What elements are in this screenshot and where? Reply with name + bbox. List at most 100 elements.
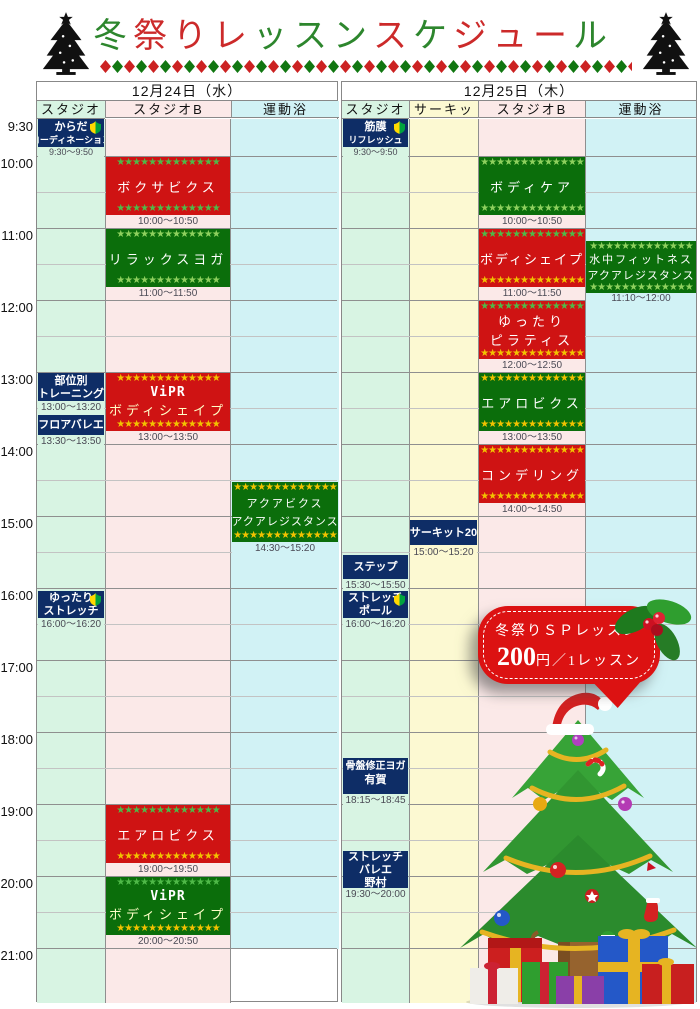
- lesson-time: 13:30～13:50: [38, 436, 104, 447]
- stars-bottom: ★★★★★★★★★★★★★: [116, 276, 221, 286]
- beginner-mark-icon: [90, 593, 101, 606]
- lesson-block-relax-yoga: ★★★★★★★★★★★★★ リラックスヨガ ★★★★★★★★★★★★★: [106, 229, 230, 287]
- christmas-tree-icon: [37, 12, 95, 76]
- lesson-block-circuit20: サーキット20: [410, 520, 477, 545]
- lesson-block-stretch-ballet: ストレッチ バレエ 野村: [343, 851, 408, 888]
- lesson-instructor: 有賀: [364, 774, 387, 786]
- column-header-bath: 運動浴: [231, 101, 339, 118]
- lesson-time: 13:00～13:20: [38, 402, 104, 413]
- stars-bottom: ★★★★★★★★★★★★★: [116, 852, 221, 862]
- lesson-subtitle: リフレッシュ: [348, 134, 403, 145]
- time-label: 9:30: [7, 119, 33, 134]
- lesson-block-floor-ballet: フロアバレエ: [38, 415, 104, 435]
- day-header: 12月25日（木）: [342, 82, 696, 101]
- lesson-time: 16:00～16:20: [38, 619, 104, 630]
- time-label: 15:00: [0, 516, 33, 531]
- page-title: 冬祭りレッスンスケジュール: [93, 18, 607, 55]
- lesson-time: 9:30～9:50: [38, 147, 104, 158]
- stars-top: ★★★★★★★★★★★★★: [116, 806, 221, 816]
- lesson-time: 15:00～15:20: [410, 547, 477, 558]
- lesson-subtitle: ポール: [359, 605, 392, 617]
- lesson-title: ゆったり: [497, 314, 566, 329]
- time-label: 13:00: [0, 372, 33, 387]
- price-unit: 円／1レッスン: [536, 654, 641, 669]
- lesson-title: コンデリング: [480, 467, 583, 483]
- lesson-block-aerobics-green: ★★★★★★★★★★★★★ エアロビクス ★★★★★★★★★★★★★: [479, 373, 585, 431]
- lesson-time: 13:00～13:50: [479, 432, 585, 443]
- time-label: 17:00: [0, 660, 33, 675]
- lesson-time: 11:00～11:50: [106, 288, 230, 299]
- stars-bottom: ★★★★★★★★★★★★★: [480, 492, 585, 502]
- stars-top: ★★★★★★★★★★★★★: [233, 483, 338, 493]
- christmas-tree-illustration: [440, 686, 700, 1009]
- bubble-price-line: 200円／1レッスン: [478, 642, 660, 672]
- stars-bottom: ★★★★★★★★★★★★★: [233, 531, 338, 541]
- lesson-block-body-shape: ★★★★★★★★★★★★★ ボディシェイプ ★★★★★★★★★★★★★: [479, 229, 585, 287]
- lesson-time: 14:30～15:20: [232, 543, 338, 554]
- time-label: 16:00: [0, 588, 33, 603]
- lesson-subtitle: ストレッチ: [43, 605, 99, 617]
- column-header-bath: 運動浴: [585, 101, 696, 118]
- lesson-block-stretch-pole: ストレッチ ポール: [343, 591, 408, 618]
- lesson-subtitle: ピラティス: [489, 333, 575, 348]
- lesson-block-aqua: ★★★★★★★★★★★★★ アクアビクス アクアレジスタンス ★★★★★★★★★…: [232, 482, 338, 542]
- lesson-title: からだ: [54, 120, 88, 133]
- time-label: 21:00: [0, 948, 33, 963]
- stars-bottom: ★★★★★★★★★★★★★: [116, 419, 221, 430]
- time-label: 11:00: [1, 228, 33, 243]
- lesson-block-aerobics: ★★★★★★★★★★★★★ エアロビクス ★★★★★★★★★★★★★: [106, 805, 230, 863]
- lesson-title: ViPR: [150, 888, 186, 904]
- stars-bottom: ★★★★★★★★★★★★★: [589, 283, 694, 292]
- lesson-title: 筋膜: [364, 120, 387, 133]
- lesson-subtitle: アクアレジスタンス: [587, 270, 695, 282]
- lesson-time: 18:15～18:45: [343, 795, 408, 806]
- time-label: 12:00: [0, 300, 33, 315]
- lesson-title: ボディシェイプ: [479, 251, 585, 267]
- lesson-title: 部位別: [54, 374, 88, 387]
- stars-bottom: ★★★★★★★★★★★★★: [480, 204, 585, 214]
- lesson-title: サーキット20: [410, 526, 477, 539]
- lesson-block-kotsuban: 骨盤修正ヨガ 有賀: [343, 758, 408, 794]
- lesson-block-kinmaku: 筋膜 リフレッシュ: [343, 119, 408, 147]
- lesson-subtitle: アクアレジスタンス: [232, 516, 338, 528]
- stars-top: ★★★★★★★★★★★★★: [116, 878, 221, 888]
- stars-bottom: ★★★★★★★★★★★★★: [116, 923, 221, 934]
- schedule-grid-dec24: 12月24日（水） スタジオA スタジオB 運動浴 からだ コーディネーション …: [36, 81, 339, 1003]
- lesson-title: ボディケア: [489, 179, 575, 195]
- lesson-instructor: 野村: [364, 876, 387, 889]
- lesson-title: 水中フィットネス: [589, 254, 693, 266]
- lesson-block-vipr-night: ★★★★★★★★★★★★★ ViPR ボディシェイプ ★★★★★★★★★★★★★: [106, 877, 230, 935]
- stars-bottom: ★★★★★★★★★★★★★: [116, 204, 221, 214]
- lesson-block-body-care: ★★★★★★★★★★★★★ ボディケア ★★★★★★★★★★★★★: [479, 157, 585, 215]
- lesson-title: ViPR: [150, 384, 186, 400]
- lesson-block-condering: ★★★★★★★★★★★★★ コンデリング ★★★★★★★★★★★★★: [479, 445, 585, 503]
- bubble-title: 冬祭りＳＰレッスン: [495, 624, 639, 639]
- beginner-mark-icon: [90, 121, 101, 134]
- time-label: 10:00: [0, 156, 33, 171]
- column-header-studio-b: スタジオB: [105, 101, 231, 118]
- stars-top: ★★★★★★★★★★★★★: [116, 374, 221, 384]
- lesson-title: エアロビクス: [117, 827, 219, 843]
- stars-bottom: ★★★★★★★★★★★★★: [480, 420, 585, 430]
- holly-icon: [607, 590, 699, 662]
- lesson-time: 11:00～11:50: [479, 288, 585, 299]
- stars-bottom: ★★★★★★★★★★★★★: [480, 276, 585, 286]
- time-label: 18:00: [0, 732, 33, 747]
- christmas-tree-icon: [637, 12, 695, 76]
- lesson-block-step: ステップ: [343, 555, 408, 579]
- stars-top: ★★★★★★★★★★★★★: [480, 374, 585, 384]
- stars-top: ★★★★★★★★★★★★★: [480, 158, 585, 168]
- stars-bottom: ★★★★★★★★★★★★★: [480, 349, 585, 358]
- lesson-subtitle: トレーニング: [38, 387, 104, 400]
- lesson-time: 10:00～10:50: [479, 216, 585, 227]
- lesson-title: フロアバレエ: [38, 419, 104, 431]
- lesson-subtitle: ボディシェイプ: [108, 403, 228, 419]
- column-header-circuit: サーキット: [409, 101, 478, 134]
- lesson-block-buibetsu: 部位別 トレーニング: [38, 373, 104, 401]
- lesson-title: エアロビクス: [481, 395, 583, 411]
- price-amount: 200: [497, 642, 536, 671]
- lesson-subtitle: ボディシェイプ: [108, 907, 228, 923]
- beginner-mark-icon: [394, 593, 405, 606]
- stars-top: ★★★★★★★★★★★★★: [116, 158, 221, 168]
